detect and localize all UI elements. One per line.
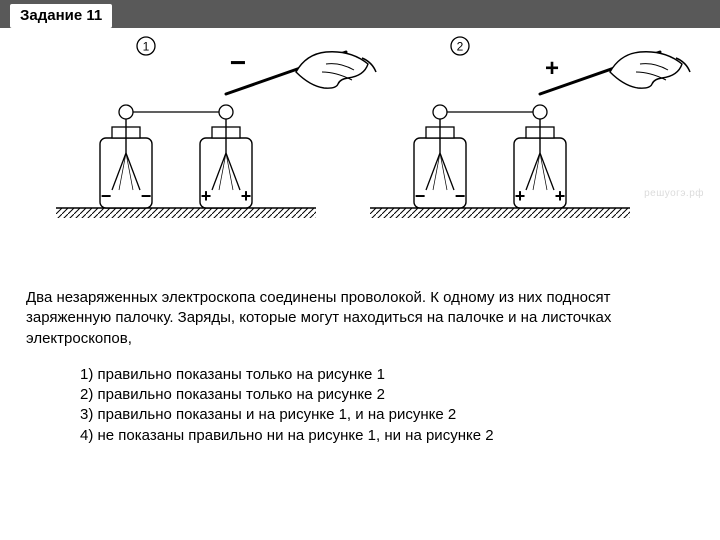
option-3: 3) правильно показаны и на рисунке 1, и … [80, 405, 694, 425]
figure-zone: 1 − − − + + 2 [0, 28, 720, 238]
p2-e1-c0: + [515, 186, 526, 206]
question-prompt: Два незаряженных электроскопа соединены … [26, 288, 694, 349]
p1-e1-c0: + [201, 186, 212, 206]
p1-e1-c1: + [241, 186, 252, 206]
option-2: 2) правильно показаны только на рисунке … [80, 385, 694, 405]
p1-e0-c1: − [141, 186, 152, 206]
p2-e0-c0: − [415, 186, 426, 206]
diagram-svg: 1 − − − + + 2 [0, 28, 720, 238]
option-4: 4) не показаны правильно ни на рисунке 1… [80, 426, 694, 446]
rod-sign-1: − [230, 47, 246, 78]
p1-e0-c0: − [101, 186, 112, 206]
panel-2-label: 2 [457, 40, 464, 54]
answer-options: 1) правильно показаны только на рисунке … [80, 365, 694, 446]
option-1: 1) правильно показаны только на рисунке … [80, 365, 694, 385]
p2-e0-c1: − [455, 186, 466, 206]
task-label: Задание 11 [10, 4, 112, 28]
header-bar: Задание 11 [0, 0, 720, 28]
rod-sign-2: + [545, 55, 559, 82]
p2-e1-c1: + [555, 186, 566, 206]
watermark: решуогэ.рф [644, 188, 704, 199]
panel-1: 1 − − − + + [56, 37, 376, 218]
panel-1-label: 1 [143, 40, 150, 54]
panel-2: 2 + − − + + [370, 37, 690, 218]
